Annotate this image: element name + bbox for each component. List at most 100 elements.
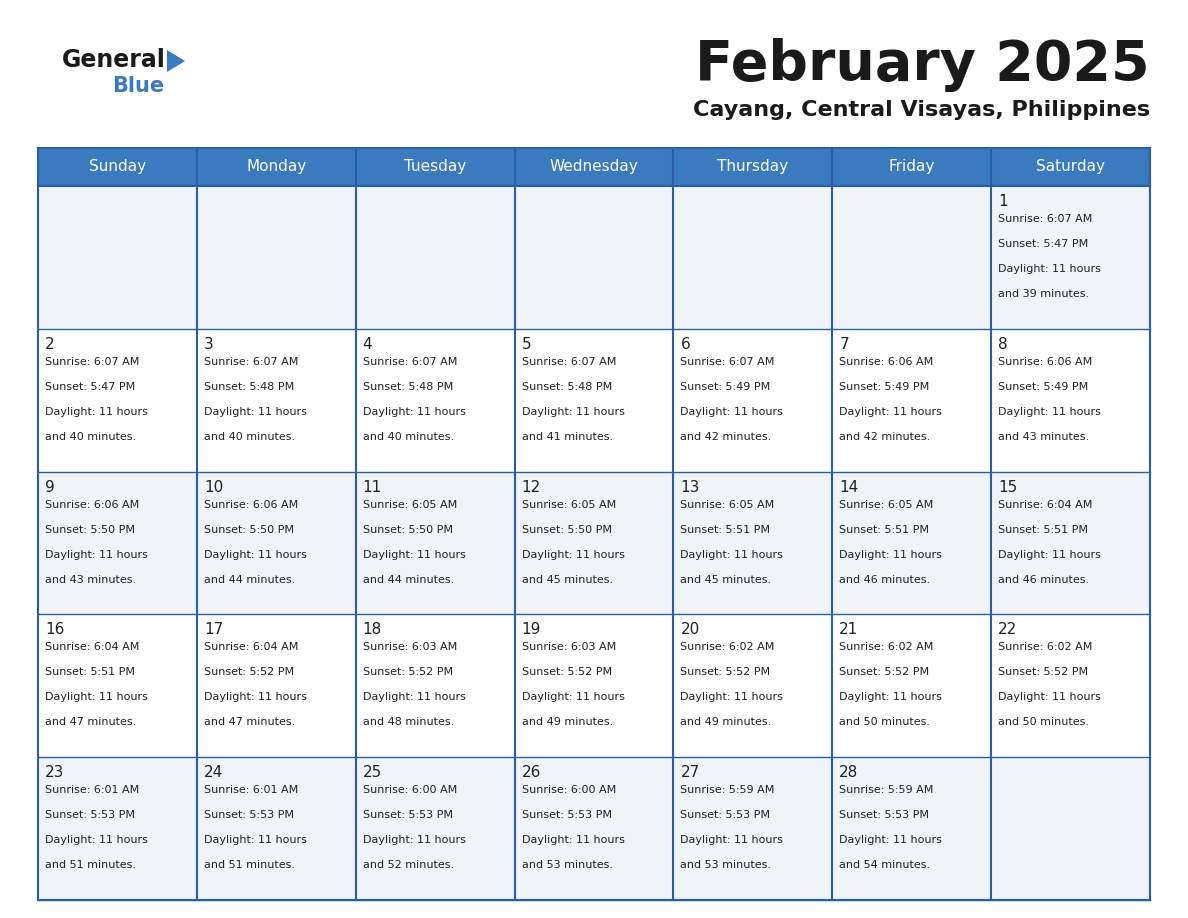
Text: 8: 8 — [998, 337, 1007, 352]
Text: Sunset: 5:49 PM: Sunset: 5:49 PM — [681, 382, 771, 392]
Bar — [674, 148, 833, 186]
Text: and 41 minutes.: and 41 minutes. — [522, 431, 613, 442]
Text: Sunrise: 6:02 AM: Sunrise: 6:02 AM — [839, 643, 934, 653]
Text: Sunset: 5:49 PM: Sunset: 5:49 PM — [998, 382, 1088, 392]
Text: Sunrise: 6:07 AM: Sunrise: 6:07 AM — [998, 214, 1093, 224]
Text: and 45 minutes.: and 45 minutes. — [522, 575, 613, 585]
Text: Sunrise: 6:07 AM: Sunrise: 6:07 AM — [204, 357, 298, 367]
Text: Sunset: 5:51 PM: Sunset: 5:51 PM — [681, 524, 771, 534]
Bar — [991, 472, 1150, 614]
Text: 13: 13 — [681, 479, 700, 495]
Text: February 2025: February 2025 — [695, 38, 1150, 92]
Text: Daylight: 11 hours: Daylight: 11 hours — [204, 835, 307, 845]
Text: and 50 minutes.: and 50 minutes. — [839, 717, 930, 727]
Bar — [197, 329, 355, 472]
Bar — [38, 614, 197, 757]
Bar — [833, 329, 991, 472]
Bar — [355, 472, 514, 614]
Text: Daylight: 11 hours: Daylight: 11 hours — [681, 550, 783, 560]
Text: Daylight: 11 hours: Daylight: 11 hours — [839, 692, 942, 702]
Text: and 52 minutes.: and 52 minutes. — [362, 860, 454, 870]
Text: Sunset: 5:53 PM: Sunset: 5:53 PM — [204, 811, 293, 820]
Text: and 42 minutes.: and 42 minutes. — [839, 431, 930, 442]
Text: and 45 minutes.: and 45 minutes. — [681, 575, 771, 585]
Text: Sunset: 5:53 PM: Sunset: 5:53 PM — [45, 811, 135, 820]
Text: Sunset: 5:47 PM: Sunset: 5:47 PM — [45, 382, 135, 392]
Text: Sunrise: 6:04 AM: Sunrise: 6:04 AM — [204, 643, 298, 653]
Text: Daylight: 11 hours: Daylight: 11 hours — [362, 835, 466, 845]
Text: Sunrise: 6:03 AM: Sunrise: 6:03 AM — [522, 643, 615, 653]
Text: Daylight: 11 hours: Daylight: 11 hours — [204, 692, 307, 702]
Text: 11: 11 — [362, 479, 383, 495]
Text: 10: 10 — [204, 479, 223, 495]
Text: Sunrise: 6:05 AM: Sunrise: 6:05 AM — [522, 499, 615, 509]
Bar — [833, 757, 991, 900]
Text: and 53 minutes.: and 53 minutes. — [522, 860, 613, 870]
Text: and 50 minutes.: and 50 minutes. — [998, 717, 1089, 727]
Bar — [197, 148, 355, 186]
Text: 17: 17 — [204, 622, 223, 637]
Text: Sunset: 5:50 PM: Sunset: 5:50 PM — [522, 524, 612, 534]
Text: and 54 minutes.: and 54 minutes. — [839, 860, 930, 870]
Bar — [355, 757, 514, 900]
Text: Daylight: 11 hours: Daylight: 11 hours — [839, 407, 942, 417]
Text: Sunrise: 6:05 AM: Sunrise: 6:05 AM — [681, 499, 775, 509]
Text: Daylight: 11 hours: Daylight: 11 hours — [362, 550, 466, 560]
Text: 19: 19 — [522, 622, 541, 637]
Text: and 48 minutes.: and 48 minutes. — [362, 717, 454, 727]
Text: Sunset: 5:47 PM: Sunset: 5:47 PM — [998, 239, 1088, 249]
Bar — [991, 614, 1150, 757]
Text: 5: 5 — [522, 337, 531, 352]
Text: Sunrise: 5:59 AM: Sunrise: 5:59 AM — [681, 785, 775, 795]
Text: and 44 minutes.: and 44 minutes. — [204, 575, 295, 585]
Text: and 46 minutes.: and 46 minutes. — [998, 575, 1089, 585]
Text: 23: 23 — [45, 766, 64, 780]
Text: Sunset: 5:52 PM: Sunset: 5:52 PM — [362, 667, 453, 677]
Bar — [833, 148, 991, 186]
Text: Tuesday: Tuesday — [404, 160, 466, 174]
Text: and 47 minutes.: and 47 minutes. — [45, 717, 137, 727]
Text: 28: 28 — [839, 766, 859, 780]
Text: Sunset: 5:53 PM: Sunset: 5:53 PM — [681, 811, 771, 820]
Bar — [514, 472, 674, 614]
Bar — [674, 186, 833, 329]
Bar — [674, 614, 833, 757]
Text: 22: 22 — [998, 622, 1017, 637]
Text: Sunset: 5:51 PM: Sunset: 5:51 PM — [998, 524, 1088, 534]
Text: Sunrise: 6:01 AM: Sunrise: 6:01 AM — [45, 785, 139, 795]
Text: General: General — [62, 48, 166, 72]
Text: Daylight: 11 hours: Daylight: 11 hours — [204, 550, 307, 560]
Polygon shape — [168, 50, 185, 72]
Text: and 49 minutes.: and 49 minutes. — [522, 717, 613, 727]
Text: Daylight: 11 hours: Daylight: 11 hours — [998, 550, 1101, 560]
Text: 26: 26 — [522, 766, 541, 780]
Bar — [514, 614, 674, 757]
Text: 16: 16 — [45, 622, 64, 637]
Bar — [355, 148, 514, 186]
Bar — [833, 614, 991, 757]
Text: 3: 3 — [204, 337, 214, 352]
Text: Sunset: 5:53 PM: Sunset: 5:53 PM — [522, 811, 612, 820]
Text: Sunset: 5:53 PM: Sunset: 5:53 PM — [839, 811, 929, 820]
Text: Sunset: 5:50 PM: Sunset: 5:50 PM — [204, 524, 293, 534]
Bar — [674, 757, 833, 900]
Text: Daylight: 11 hours: Daylight: 11 hours — [45, 407, 147, 417]
Bar — [833, 472, 991, 614]
Text: Sunrise: 6:07 AM: Sunrise: 6:07 AM — [45, 357, 139, 367]
Text: Daylight: 11 hours: Daylight: 11 hours — [839, 835, 942, 845]
Bar — [197, 614, 355, 757]
Text: 27: 27 — [681, 766, 700, 780]
Bar — [674, 472, 833, 614]
Text: Sunset: 5:52 PM: Sunset: 5:52 PM — [522, 667, 612, 677]
Bar — [991, 148, 1150, 186]
Text: Sunset: 5:49 PM: Sunset: 5:49 PM — [839, 382, 929, 392]
Text: 15: 15 — [998, 479, 1017, 495]
Text: Cayang, Central Visayas, Philippines: Cayang, Central Visayas, Philippines — [693, 100, 1150, 120]
Text: Sunset: 5:48 PM: Sunset: 5:48 PM — [522, 382, 612, 392]
Text: Sunset: 5:51 PM: Sunset: 5:51 PM — [45, 667, 135, 677]
Text: Sunrise: 5:59 AM: Sunrise: 5:59 AM — [839, 785, 934, 795]
Text: Daylight: 11 hours: Daylight: 11 hours — [998, 407, 1101, 417]
Text: and 43 minutes.: and 43 minutes. — [45, 575, 137, 585]
Text: 21: 21 — [839, 622, 859, 637]
Text: Daylight: 11 hours: Daylight: 11 hours — [45, 835, 147, 845]
